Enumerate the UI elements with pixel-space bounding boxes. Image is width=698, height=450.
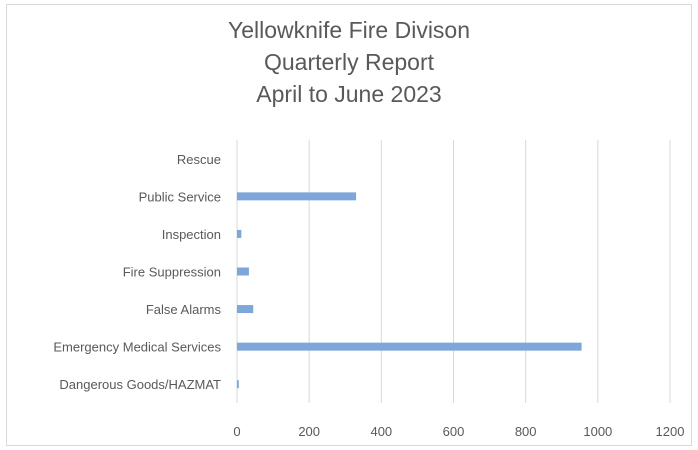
x-tick-label-600: 600	[443, 424, 465, 439]
x-tick-label-200: 200	[298, 424, 320, 439]
chart-frame	[6, 4, 692, 446]
x-tick-label-800: 800	[515, 424, 537, 439]
bar-inspection	[237, 229, 242, 238]
category-label-emergency-medical-services: Emergency Medical Services	[53, 340, 221, 355]
x-tick-label-0: 0	[233, 424, 240, 439]
category-labels: Rescue Public Service Inspection Fire Suppr…	[53, 152, 221, 392]
bars	[237, 192, 582, 389]
category-label-false-alarms: False Alarms	[146, 302, 222, 317]
x-tick-label-1200: 1200	[656, 424, 685, 439]
bar-public-service	[237, 192, 357, 201]
category-label-rescue: Rescue	[177, 152, 221, 167]
chart-title-line-2: Quarterly Report	[263, 49, 434, 75]
bar-dangerous-goods-hazmat	[237, 380, 239, 389]
bar-emergency-medical-services	[237, 342, 582, 351]
bar-fire-suppression	[237, 267, 249, 276]
chart-title: Yellowknife Fire Divison Quarterly Repor…	[0, 14, 698, 110]
category-label-fire-suppression: Fire Suppression	[123, 265, 221, 280]
x-tick-labels: 0 200 400 600 800 1000 1200	[233, 424, 684, 439]
category-label-public-service: Public Service	[139, 189, 221, 204]
bar-false-alarms	[237, 305, 254, 314]
chart-title-line-3: April to June 2023	[256, 81, 442, 107]
category-label-dangerous-goods-hazmat: Dangerous Goods/HAZMAT	[59, 377, 221, 392]
x-tick-label-400: 400	[370, 424, 392, 439]
category-label-inspection: Inspection	[162, 227, 221, 242]
chart-title-line-1: Yellowknife Fire Divison	[227, 17, 471, 43]
gridlines	[236, 140, 671, 403]
x-tick-label-1000: 1000	[583, 424, 612, 439]
